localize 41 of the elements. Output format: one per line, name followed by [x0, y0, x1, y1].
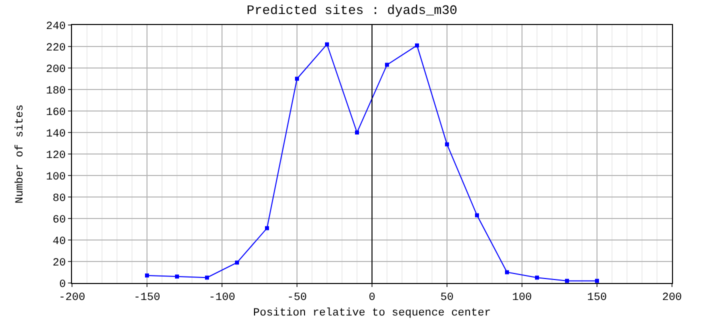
- point: [205, 276, 209, 280]
- x-tick-label: 200: [662, 292, 682, 304]
- x-tick-label: -200: [58, 292, 86, 304]
- y-tick-label: 160: [46, 106, 66, 119]
- point: [475, 213, 479, 218]
- x-tick-label: -150: [134, 292, 160, 304]
- x-tick-label: 50: [440, 292, 454, 304]
- point: [235, 260, 239, 265]
- y-tick-label: 180: [46, 85, 66, 98]
- x-tick-label: -100: [208, 292, 236, 304]
- point: [505, 270, 509, 274]
- y-tick-label: 200: [46, 64, 66, 76]
- point: [295, 76, 299, 81]
- y-tick-label: 80: [52, 192, 66, 205]
- x-tick-label: 100: [512, 292, 532, 304]
- point: [355, 130, 359, 134]
- chart-title: Predicted sites : dyads_m30: [246, 3, 458, 18]
- point: [175, 274, 179, 279]
- y-tick-label: 220: [46, 42, 66, 54]
- point: [325, 42, 329, 46]
- point: [535, 276, 539, 280]
- point: [145, 273, 149, 278]
- y-axis-title: Number of sites: [14, 104, 27, 204]
- point: [385, 62, 389, 67]
- y-tick-label: 0: [59, 278, 66, 291]
- y-tick-label: 100: [46, 171, 66, 184]
- y-tick-label: 20: [52, 257, 66, 270]
- y-tick-label: 40: [52, 236, 66, 248]
- x-tick-label: 0: [368, 292, 376, 304]
- y-tick-label: 120: [46, 150, 66, 162]
- point: [415, 43, 419, 48]
- x-axis-title: Position relative to sequence center: [253, 307, 491, 320]
- point: [265, 226, 269, 230]
- y-tick-label: 240: [46, 20, 66, 33]
- point: [445, 142, 449, 146]
- y-tick-label: 140: [46, 128, 66, 140]
- y-tick-label: 60: [52, 214, 66, 226]
- point: [595, 278, 599, 283]
- x-tick-label: -50: [287, 292, 307, 304]
- point: [565, 278, 569, 283]
- x-tick-label: 150: [587, 292, 607, 304]
